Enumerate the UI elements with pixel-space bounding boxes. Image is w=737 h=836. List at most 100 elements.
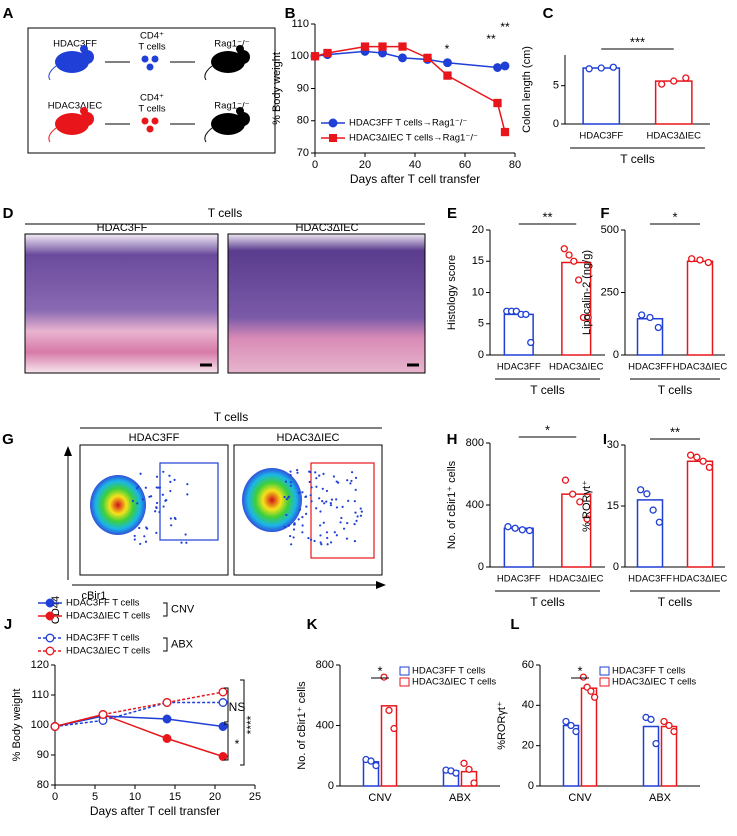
flow-dot [289, 474, 292, 477]
y-tick-label: 80 [297, 115, 309, 127]
data-point [649, 506, 657, 514]
flow-dot [333, 531, 336, 534]
x-tick-label: HDAC3ΔIEC [549, 574, 604, 585]
flow-dot [332, 475, 336, 478]
panel-letter: A [3, 5, 14, 22]
flow-dot [305, 512, 308, 516]
y-tick-label: 80 [37, 779, 49, 791]
flow-dot [325, 531, 329, 534]
flow-dot [323, 502, 326, 505]
flow-dot [186, 483, 189, 486]
x-tick-label: 20 [209, 791, 221, 803]
data-point [597, 64, 605, 72]
y-tick-label: 0 [528, 780, 534, 792]
flow-dot [329, 501, 332, 505]
flow-dot [346, 521, 349, 525]
legend-label: HDAC3ΔIEC T cells [66, 611, 150, 622]
panel-letter: I [603, 431, 607, 448]
y-axis-label: Lipocalin-2 (ng/g) [581, 250, 593, 335]
flow-dot [287, 524, 290, 527]
flow-dot [289, 534, 292, 538]
y-axis-label: Histology score [446, 255, 458, 330]
annotation: * [445, 42, 450, 56]
flow-dot [290, 543, 293, 546]
data-point [704, 258, 712, 267]
y-axis-label: %RORγt⁺ [496, 701, 508, 750]
mouse-icon [80, 112, 94, 126]
cell-label: CD4⁺ [140, 93, 164, 104]
mouse-tail [204, 65, 213, 81]
data-point [576, 498, 584, 506]
bar [686, 260, 714, 356]
data-point [643, 490, 651, 498]
significance-label: * [672, 209, 677, 224]
data-point [443, 58, 452, 68]
legend-swatch [599, 677, 610, 687]
data-point [583, 515, 591, 523]
data-point [567, 721, 575, 730]
flow-dot [341, 505, 344, 509]
mouse-icon [236, 50, 250, 64]
flow-dot [347, 499, 350, 503]
flow-dot [285, 498, 288, 501]
panel-letter: D [3, 205, 14, 222]
x-tick-label: 10 [129, 791, 141, 803]
y-tick-label: 60 [522, 659, 534, 671]
y-tick-label: 20 [472, 224, 484, 236]
flow-dot [287, 496, 290, 499]
data-point [50, 722, 60, 731]
flow-dot [315, 507, 318, 510]
y-tick-label: 120 [31, 659, 49, 671]
flow-dot [342, 527, 346, 530]
flow-dot [309, 470, 312, 474]
flow-dot [143, 535, 146, 538]
y-tick-label: 90 [297, 82, 309, 94]
recipient-label: Rag1⁻/⁻ [214, 101, 249, 112]
data-point [398, 53, 407, 63]
flow-dot [131, 499, 134, 503]
flow-dot [157, 486, 160, 489]
bar [660, 725, 678, 787]
flow-dot [304, 495, 308, 498]
flow-density [90, 475, 146, 535]
flow-dot [169, 489, 172, 493]
data-point [585, 65, 593, 73]
flow-dot [296, 468, 299, 472]
y-tick-label: 800 [316, 659, 334, 671]
legend-label: HDAC3FF T cells [612, 666, 686, 677]
flow-dot [339, 521, 342, 524]
legend-label: HDAC3FF T cells [66, 633, 140, 644]
data-point [587, 687, 595, 695]
y-tick-label: 15 [472, 255, 484, 267]
x-tick-label: HDAC3ΔIEC [673, 362, 728, 373]
data-point [590, 693, 599, 701]
cell-label: CD4⁺ [140, 31, 164, 42]
cell-icon [141, 55, 149, 63]
flow-dot [354, 511, 357, 514]
flow-dot [309, 538, 313, 541]
legend-swatch [399, 666, 410, 676]
y-tick-label: 100 [291, 50, 309, 62]
x-tick-label: 60 [459, 159, 471, 171]
flow-dot [285, 513, 288, 517]
flow-dot [135, 487, 139, 490]
data-point [500, 61, 510, 71]
x-tick-label: HDAC3ΔIEC [673, 574, 728, 585]
cell-label: T cells [138, 42, 166, 53]
y-tick-label: 90 [37, 749, 49, 761]
data-point [561, 476, 570, 484]
data-point [562, 717, 570, 726]
y-tick-label: 0 [328, 780, 334, 792]
annotation: **** [244, 715, 258, 734]
data-point [385, 706, 393, 715]
data-point [522, 310, 530, 319]
x-group-label: T cells [620, 152, 654, 166]
x-tick-label: ABX [649, 792, 672, 804]
bar [380, 705, 398, 787]
data-point [98, 710, 108, 719]
data-point [500, 127, 510, 137]
cell-icon [146, 125, 154, 133]
flow-axis-label: cBir1 [81, 590, 106, 602]
legend-bracket [163, 602, 168, 617]
flow-dot [154, 510, 157, 513]
